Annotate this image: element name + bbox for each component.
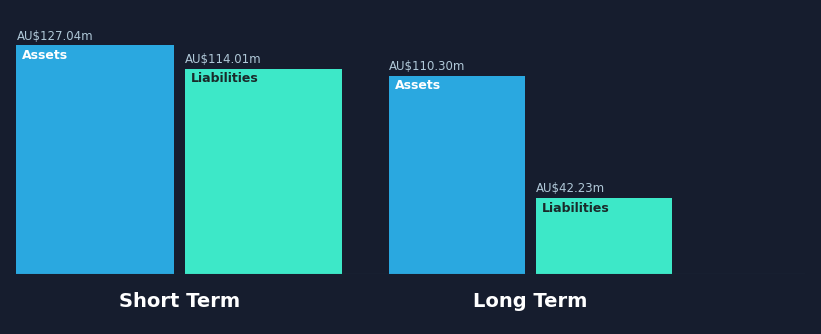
Text: Short Term: Short Term (119, 292, 240, 311)
Bar (389, 75, 525, 274)
Text: AU$127.04m: AU$127.04m (16, 30, 93, 43)
Text: Liabilities: Liabilities (542, 201, 609, 214)
Text: Liabilities: Liabilities (190, 72, 259, 86)
Text: AU$110.30m: AU$110.30m (389, 60, 466, 73)
Text: Assets: Assets (22, 49, 68, 62)
Bar (536, 198, 672, 274)
Bar (185, 69, 342, 274)
Text: Assets: Assets (395, 79, 441, 92)
Text: AU$42.23m: AU$42.23m (536, 182, 605, 195)
Bar (16, 45, 174, 274)
Text: AU$114.01m: AU$114.01m (185, 53, 261, 66)
Text: Long Term: Long Term (474, 292, 588, 311)
